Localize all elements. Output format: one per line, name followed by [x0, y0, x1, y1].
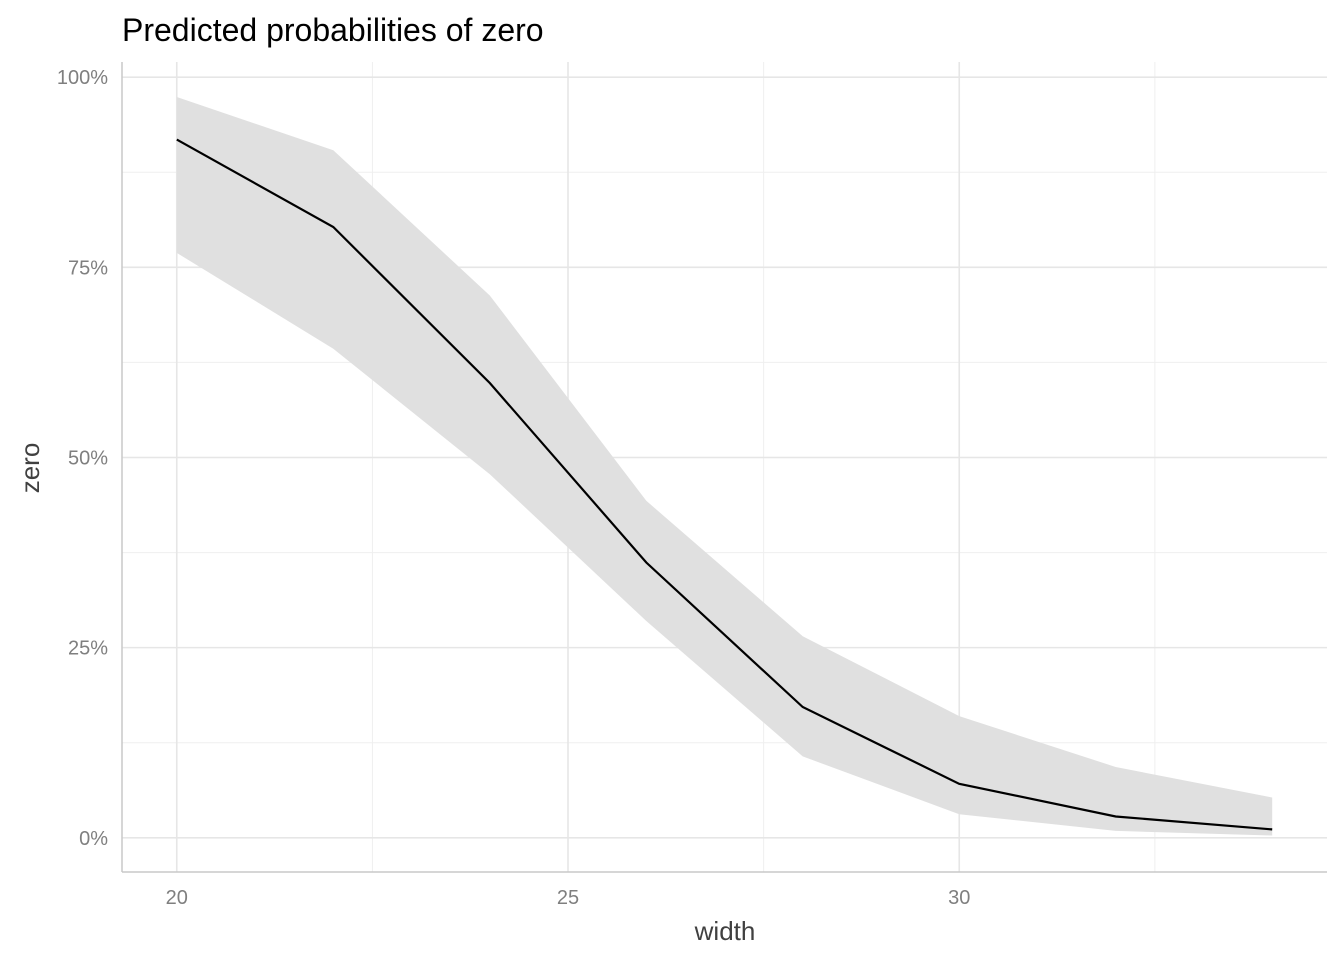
- x-tick-label: 25: [557, 887, 579, 909]
- y-tick-label: 50%: [68, 447, 108, 469]
- y-tick-label: 75%: [68, 257, 108, 279]
- prediction-line: [176, 138, 1273, 831]
- prediction-line-layer: [176, 138, 1273, 831]
- axes: [121, 62, 1327, 873]
- tick-labels: 20 25 30 0% 25% 50% 75% 100%: [57, 67, 971, 909]
- x-axis-label: width: [694, 916, 756, 946]
- confidence-band: [176, 97, 1273, 836]
- chart-title: Predicted probabilities of zero: [122, 12, 544, 48]
- y-tick-label: 0%: [79, 828, 108, 850]
- confidence-ribbon: [176, 97, 1273, 836]
- x-tick-label: 30: [948, 887, 970, 909]
- y-tick-label: 25%: [68, 638, 108, 660]
- x-tick-label: 20: [166, 887, 188, 909]
- y-axis-label: zero: [15, 443, 45, 494]
- y-tick-label: 100%: [57, 67, 108, 89]
